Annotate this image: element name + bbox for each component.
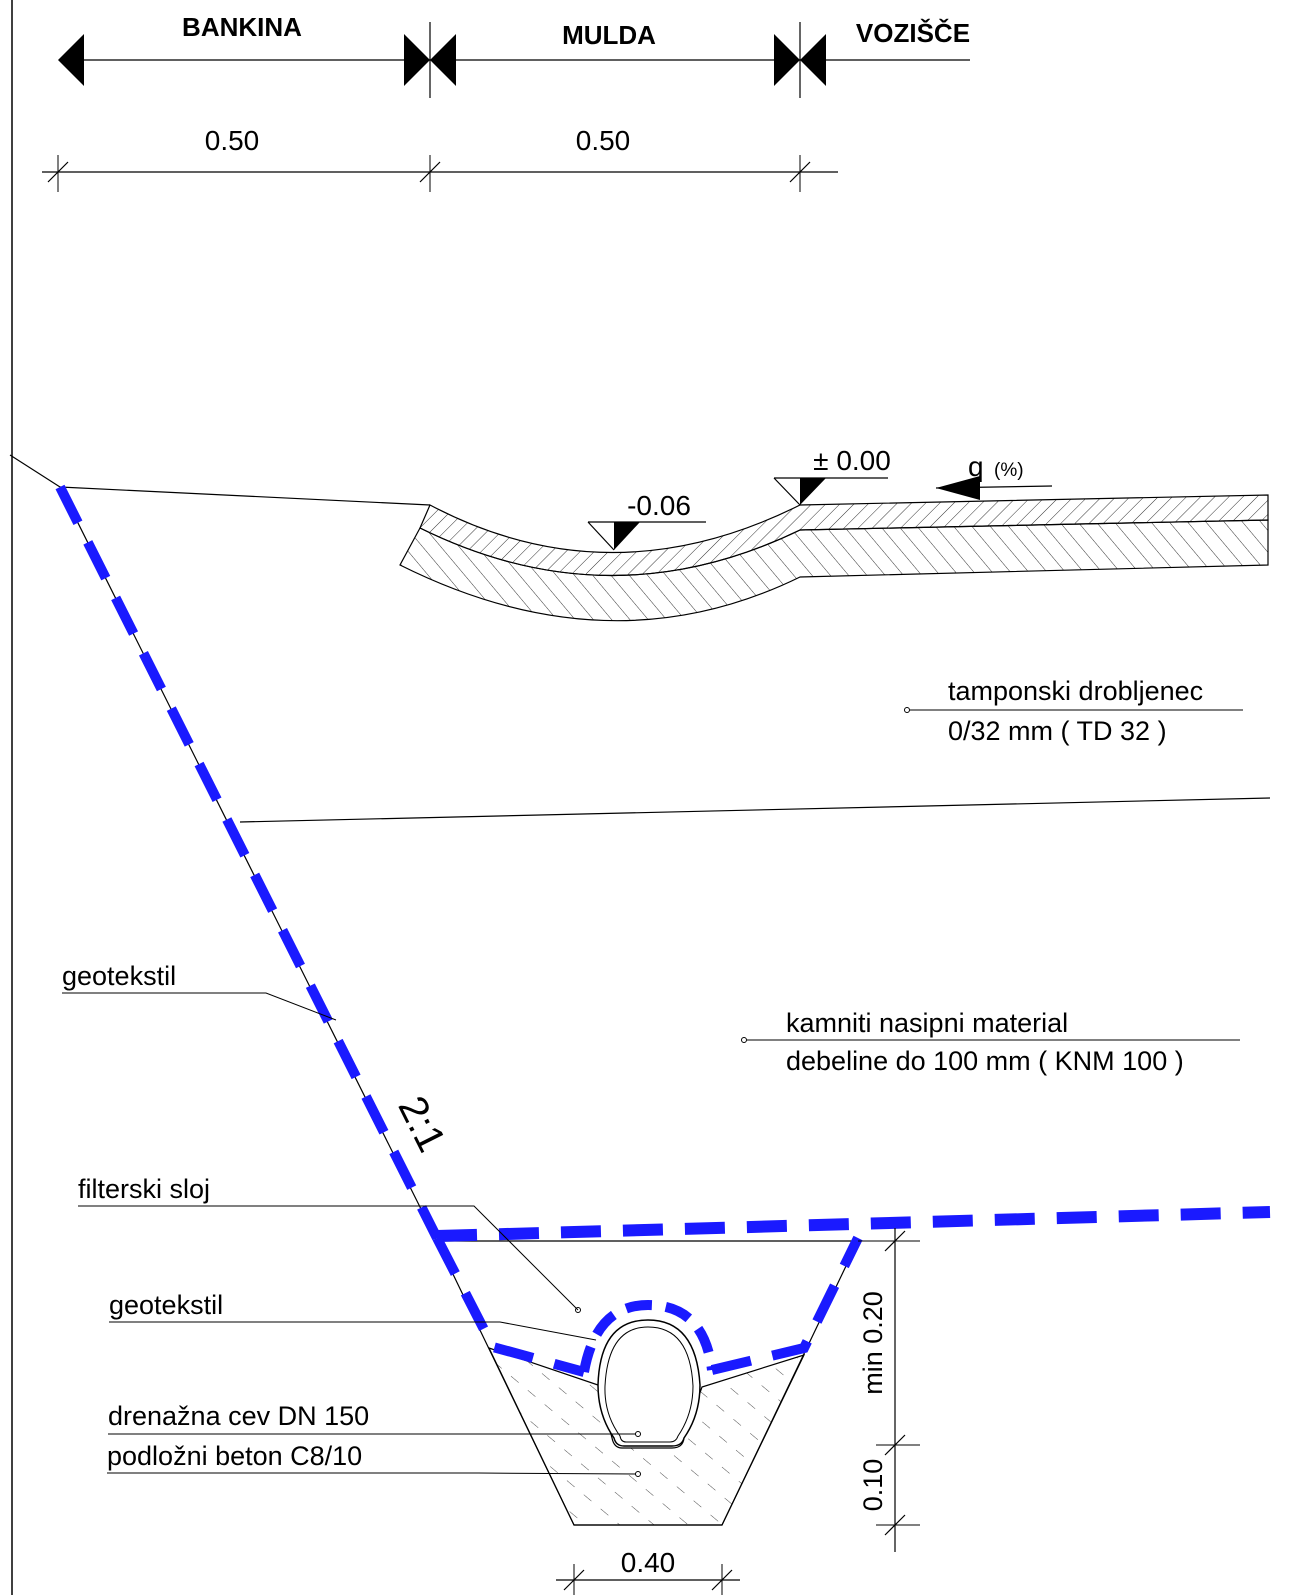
slope-ratio-label: 2:1 <box>390 1089 454 1158</box>
label-tampon-line1: tamponski drobljenec <box>948 676 1203 706</box>
drainage-pipe-inner <box>604 1326 694 1443</box>
pavement-layers <box>399 494 1269 622</box>
label-knm-line2: debeline do 100 mm ( KNM 100 ) <box>786 1046 1184 1076</box>
layer-boundary-line <box>239 797 1271 823</box>
geotextile-trench-wrap <box>432 1235 863 1377</box>
label-podlozni-beton: podložni beton C8/10 <box>107 1441 362 1471</box>
arrowhead-left-icon <box>58 34 84 86</box>
leader-dot <box>635 1471 641 1477</box>
leader-geotekstil-lower <box>109 1321 597 1341</box>
leader-tampon <box>904 707 1243 713</box>
label-filterski-sloj: filterski sloj <box>78 1174 210 1204</box>
geotextile-pipe-wrap <box>579 1299 717 1373</box>
zone-label-mulda: MULDA <box>562 20 656 50</box>
asphalt-base-layer <box>399 519 1269 622</box>
top-dimension-line <box>42 155 838 192</box>
bottom-dimension <box>556 1564 740 1595</box>
leader-dot <box>575 1307 581 1313</box>
level-triangle-icon <box>614 522 640 550</box>
dimension-bankina: 0.50 <box>205 125 260 156</box>
arrowhead-icon <box>774 34 800 86</box>
dimension-min-cover: min 0.20 <box>858 1291 888 1395</box>
leader-dot <box>635 1431 641 1437</box>
arrowhead-icon <box>404 34 430 86</box>
label-tampon-line2: 0/32 mm ( TD 32 ) <box>948 716 1167 746</box>
label-knm-line1: kamniti nasipni material <box>786 1008 1068 1038</box>
zone-label-vozisce: VOZIŠČE <box>856 18 970 48</box>
leader-filterski-sloj <box>78 1205 579 1311</box>
zone-arrows <box>58 22 970 98</box>
vertical-dimension <box>858 1228 920 1552</box>
dimension-trench-bottom: 0.40 <box>621 1547 676 1578</box>
level-top-label: ± 0.00 <box>813 445 891 476</box>
dimension-bedding: 0.10 <box>858 1459 888 1512</box>
leader-geotekstil-upper <box>62 992 337 1021</box>
level-marker-top <box>773 477 888 506</box>
leader-knm <box>741 1037 1240 1043</box>
leader-podlozni-beton <box>107 1472 637 1475</box>
dimension-mulda: 0.50 <box>576 125 631 156</box>
drainage-pipe <box>597 1319 701 1447</box>
level-marker-ditch <box>587 521 706 551</box>
drainage-trench <box>436 1240 859 1526</box>
slope-arrow-icon <box>936 476 980 500</box>
level-ditch-label: -0.06 <box>627 490 691 521</box>
arrowhead-icon <box>430 34 456 86</box>
slope-indicator <box>935 476 1053 500</box>
slope-symbol: q <box>968 451 984 482</box>
zone-label-bankina: BANKINA <box>182 12 302 42</box>
label-geotekstil-upper: geotekstil <box>62 961 176 991</box>
level-triangle-icon <box>800 478 826 505</box>
geotextile-layer <box>55 484 1271 1377</box>
label-drenazna-cev: drenažna cev DN 150 <box>108 1401 369 1431</box>
arrowhead-icon <box>800 34 826 86</box>
slope-unit: (%) <box>994 460 1024 481</box>
geotextile-trench-top <box>436 1206 1271 1242</box>
ground-line <box>9 454 61 488</box>
shoulder-line <box>59 486 431 506</box>
geotextile-slope <box>55 484 442 1241</box>
label-geotekstil-lower: geotekstil <box>109 1290 223 1320</box>
